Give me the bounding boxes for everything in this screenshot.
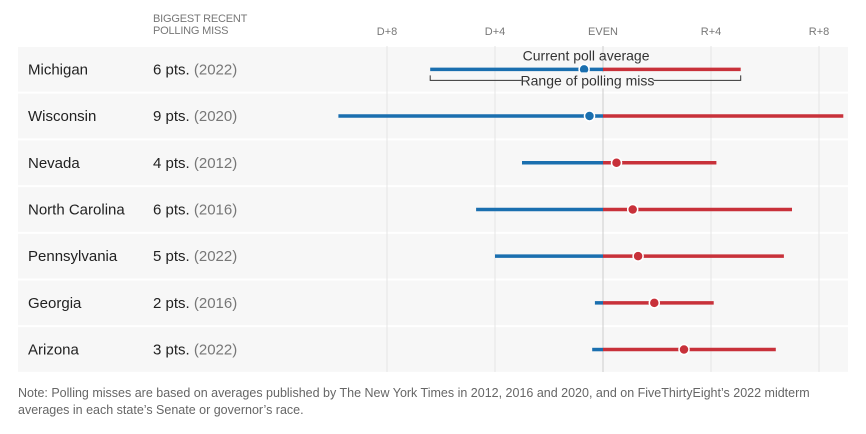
poll-average-dot: [583, 110, 596, 122]
range-annotation: Range of polling miss: [521, 72, 655, 88]
polling-miss-chart: D+8 D+4 EVEN R+4 R+8 Michigan 6 pts. (2022) Cur…: [18, 26, 848, 372]
poll-average-dot: [648, 297, 661, 309]
poll-average-dot: [678, 343, 690, 356]
footnote: Note: Polling misses are based on averag…: [18, 386, 810, 417]
state-name: Pennsylvania: [28, 248, 118, 265]
miss-column-header: BIGGEST RECENT POLLING MISS: [153, 13, 247, 37]
state-name: Nevada: [28, 155, 80, 172]
poll-average-dot: [626, 203, 639, 216]
polling-miss: 2 pts. (2016): [153, 295, 237, 312]
state-name: Michigan: [28, 61, 88, 78]
polling-miss: 9 pts. (2020): [153, 108, 237, 125]
polling-miss: 6 pts. (2016): [153, 201, 237, 218]
tick-label: R+8: [809, 26, 830, 38]
tick-label: EVEN: [588, 26, 618, 38]
poll-average-dot: [632, 250, 644, 262]
average-annotation: Current poll average: [523, 47, 650, 63]
state-name: North Carolina: [28, 201, 125, 218]
tick-label: D+4: [485, 26, 506, 38]
polling-miss: 4 pts. (2012): [153, 155, 237, 172]
polling-miss: 6 pts. (2022): [153, 61, 237, 78]
polling-miss: 5 pts. (2022): [153, 248, 237, 265]
state-name: Arizona: [28, 342, 80, 359]
tick-label: D+8: [377, 26, 398, 38]
row-background: [18, 140, 848, 186]
tick-label: R+4: [701, 26, 722, 38]
state-name: Wisconsin: [28, 108, 96, 125]
state-name: Georgia: [28, 295, 82, 312]
row-background: [18, 280, 848, 326]
bracket-label-bg: [521, 72, 654, 89]
poll-average-dot: [610, 157, 623, 169]
polling-miss: 3 pts. (2022): [153, 342, 237, 359]
